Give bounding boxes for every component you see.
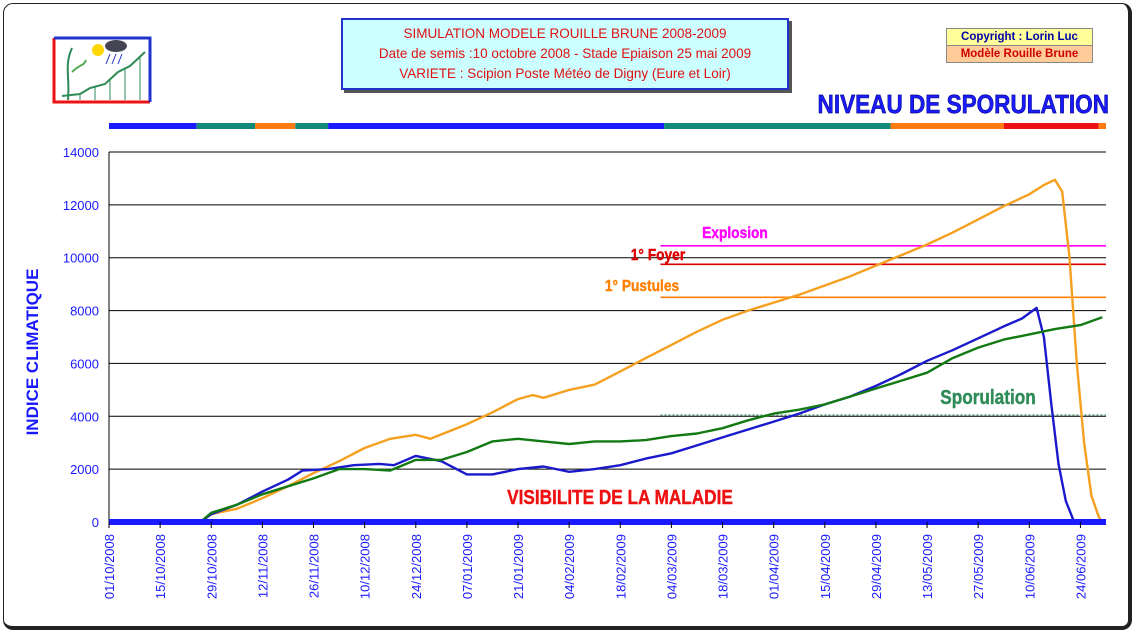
threshold-label: VISIBILITE DE LA MALADIE <box>507 486 733 509</box>
x-tick-label: 27/05/2009 <box>971 534 986 599</box>
threshold-label: 1° Foyer <box>631 246 686 264</box>
chart-title: NIVEAU DE SPORULATION <box>818 91 1109 120</box>
stage-bar-segment <box>1098 123 1106 129</box>
stage-bar-segment <box>664 123 891 129</box>
x-tick-label: 04/03/2009 <box>664 534 679 599</box>
series-line-3 <box>199 316 1103 523</box>
x-tick-label: 01/04/2009 <box>767 534 782 599</box>
x-tick-label: 26/11/2008 <box>307 534 322 598</box>
x-tick-label: 04/02/2009 <box>562 534 577 599</box>
x-tick-label: 21/01/2009 <box>511 534 526 599</box>
y-tick-label: 12000 <box>63 198 99 213</box>
stage-bar-segment <box>328 123 665 129</box>
y-tick-label: 0 <box>92 515 99 530</box>
x-axis-line <box>109 519 1106 525</box>
stage-bar-segment <box>890 123 1004 129</box>
x-tick-label: 18/03/2009 <box>716 534 731 599</box>
x-tick-label: 15/10/2008 <box>153 534 168 599</box>
x-tick-label: 24/06/2009 <box>1073 534 1088 599</box>
y-tick-label: 2000 <box>70 462 99 477</box>
x-tick-label: 12/11/2008 <box>255 534 270 598</box>
threshold-label: Sporulation <box>940 386 1035 409</box>
threshold-label: 1° Pustules <box>605 277 679 295</box>
y-tick-label: 6000 <box>70 356 99 371</box>
series-line-2 <box>199 306 1078 523</box>
x-tick-label: 15/04/2009 <box>818 534 833 599</box>
x-tick-label: 29/10/2008 <box>204 534 219 599</box>
series-line-1 <box>199 178 1104 523</box>
weather-plant-growth-logo-icon <box>50 36 154 104</box>
title-line-1: SIMULATION MODELE ROUILLE BRUNE 2008-200… <box>403 26 727 41</box>
x-tick-label: 29/04/2009 <box>869 534 884 599</box>
y-axis-title: INDICE CLIMATIQUE <box>23 269 42 436</box>
y-tick-label: 8000 <box>70 304 99 319</box>
threshold-label: Explosion <box>702 224 768 242</box>
simulation-title-box: SIMULATION MODELE ROUILLE BRUNE 2008-200… <box>341 18 789 90</box>
x-tick-label: 10/06/2009 <box>1022 534 1037 599</box>
x-tick-label: 13/05/2009 <box>920 534 935 599</box>
stage-bar-segment <box>255 123 296 129</box>
title-line-3: VARIETE : Scipion Poste Météo de Digny (… <box>399 66 731 81</box>
model-label: Modèle Rouille Brune <box>946 45 1093 63</box>
stage-bar-segment <box>196 123 256 129</box>
x-tick-label: 24/12/2008 <box>409 534 424 599</box>
y-tick-label: 14000 <box>63 145 99 160</box>
title-line-2: Date de semis :10 octobre 2008 - Stade E… <box>378 46 752 61</box>
stage-bar-segment <box>109 123 197 129</box>
y-tick-label: 10000 <box>63 251 99 266</box>
chart-frame <box>3 3 1132 630</box>
x-tick-label: 01/10/2008 <box>102 534 117 599</box>
x-tick-label: 07/01/2009 <box>460 534 475 599</box>
stage-bar-segment <box>295 123 329 129</box>
x-tick-label: 10/12/2008 <box>358 534 373 599</box>
y-tick-label: 4000 <box>70 409 99 424</box>
stage-bar-segment <box>1003 123 1099 129</box>
x-tick-label: 18/02/2009 <box>613 534 628 599</box>
copyright-label: Copyright : Lorin Luc <box>946 28 1093 46</box>
